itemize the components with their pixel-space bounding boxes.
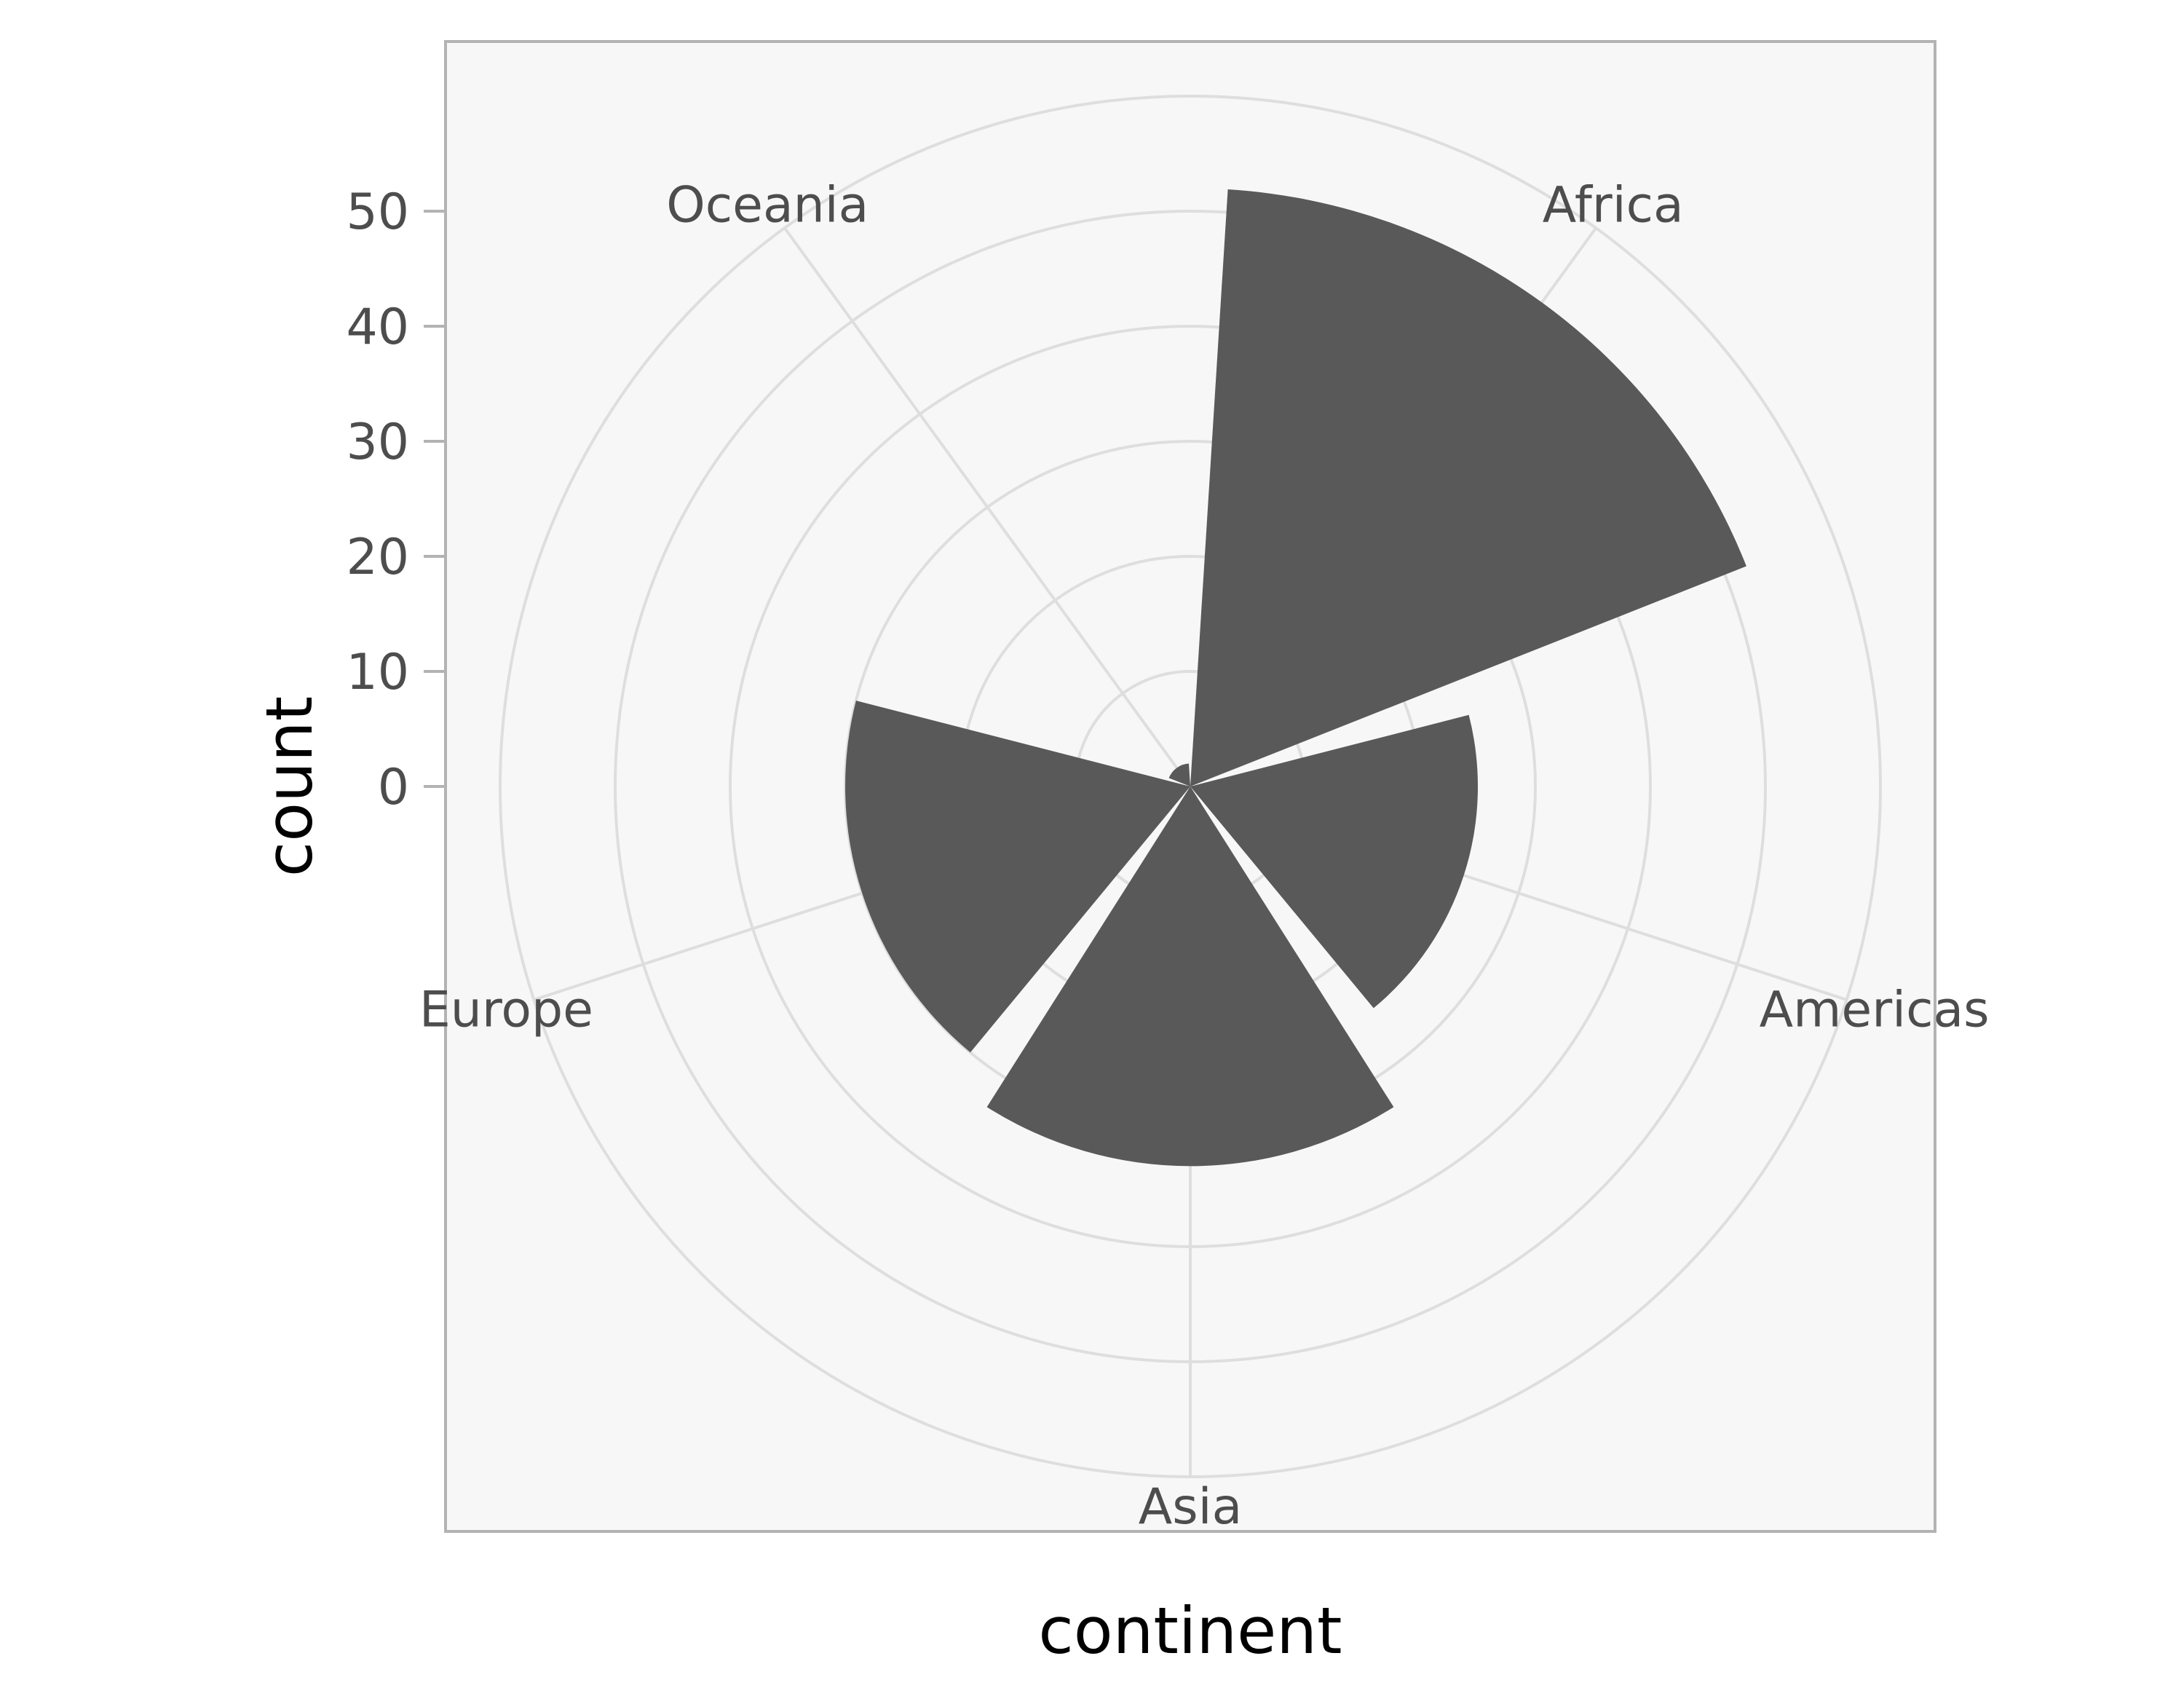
y-tick-label-10: 10	[346, 644, 409, 701]
bar-europe	[845, 701, 1190, 1053]
y-tick-label-30: 30	[346, 414, 409, 471]
category-label-americas: Americas	[1760, 981, 1990, 1038]
category-label-asia: Asia	[1139, 1478, 1243, 1536]
bar-asia	[986, 786, 1394, 1167]
y-tick-label-50: 50	[346, 184, 409, 241]
y-tick-label-20: 20	[346, 529, 409, 586]
category-label-oceania: Oceania	[666, 177, 869, 234]
y-axis-title: count	[252, 696, 327, 877]
y-axis: 0 10 20 30 40 50	[346, 184, 446, 816]
y-tick-label-0: 0	[378, 759, 409, 816]
category-label-africa: Africa	[1543, 177, 1684, 234]
bar-americas	[1190, 714, 1479, 1009]
bars	[845, 189, 1746, 1167]
grid-spoke-oceania	[783, 226, 1192, 788]
x-axis-title: continent	[1038, 1593, 1342, 1668]
bar-africa	[1190, 189, 1746, 786]
y-tick-label-40: 40	[346, 299, 409, 356]
category-label-europe: Europe	[419, 981, 593, 1038]
bar-oceania	[1168, 763, 1190, 786]
category-labels: Africa Americas Asia Europe Oceania	[419, 177, 1990, 1536]
